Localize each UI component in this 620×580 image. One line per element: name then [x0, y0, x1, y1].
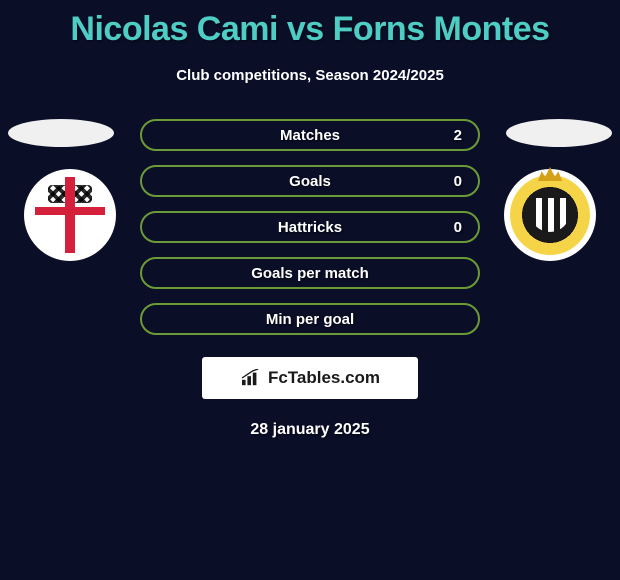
club-badge-right — [504, 169, 596, 261]
club-badge-right-icon — [510, 175, 590, 255]
comparison-content: Matches 2 Goals 0 Hattricks 0 Goals per … — [0, 119, 620, 439]
date: 28 january 2025 — [0, 421, 620, 439]
stat-value: 0 — [454, 173, 462, 190]
stat-row: Goals 0 — [140, 165, 480, 197]
watermark-text: FcTables.com — [268, 368, 380, 388]
stat-label: Hattricks — [278, 219, 342, 236]
watermark: FcTables.com — [202, 357, 418, 399]
subtitle: Club competitions, Season 2024/2025 — [0, 67, 620, 84]
stat-row: Min per goal — [140, 303, 480, 335]
stats-column: Matches 2 Goals 0 Hattricks 0 Goals per … — [140, 119, 480, 335]
stat-row: Hattricks 0 — [140, 211, 480, 243]
player-right-name-oval — [506, 119, 612, 147]
stat-row: Goals per match — [140, 257, 480, 289]
stat-label: Goals per match — [251, 265, 369, 282]
stat-label: Min per goal — [266, 311, 354, 328]
chart-icon — [240, 369, 262, 387]
player-left-name-oval — [8, 119, 114, 147]
stat-label: Goals — [289, 173, 331, 190]
page-title: Nicolas Cami vs Forns Montes — [0, 0, 620, 49]
stat-row: Matches 2 — [140, 119, 480, 151]
stat-value: 0 — [454, 219, 462, 236]
club-badge-left — [24, 169, 116, 261]
stat-value: 2 — [454, 127, 462, 144]
stat-label: Matches — [280, 127, 340, 144]
club-badge-left-icon — [35, 177, 105, 253]
